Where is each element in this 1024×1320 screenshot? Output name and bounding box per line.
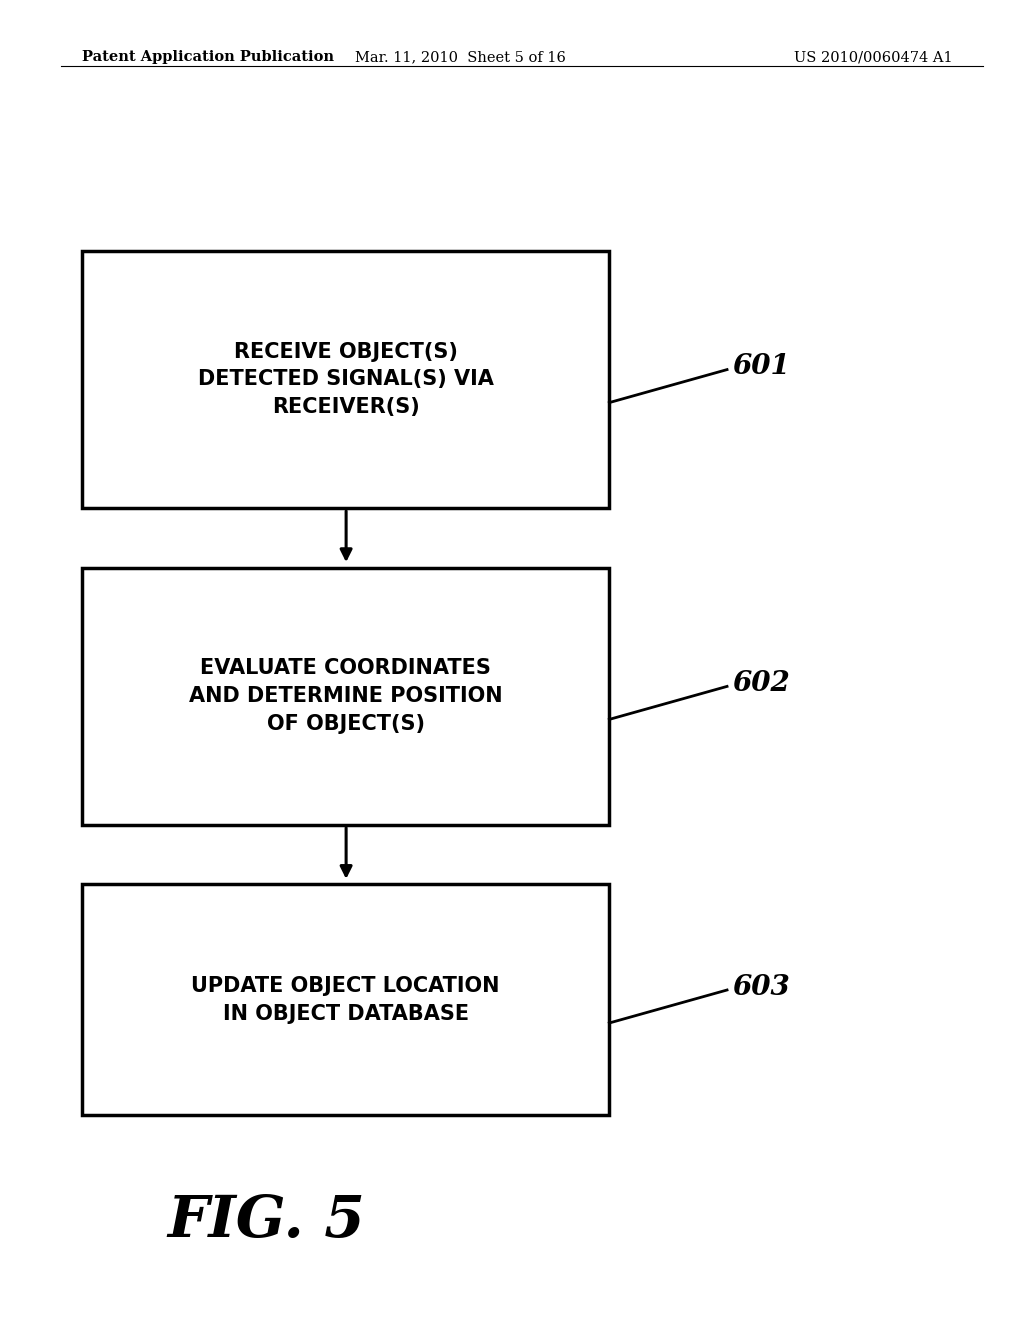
Bar [82,568,609,825]
Text: EVALUATE COORDINATES
AND DETERMINE POSITION
OF OBJECT(S): EVALUATE COORDINATES AND DETERMINE POSIT… [188,659,503,734]
Bar [82,884,609,1115]
Text: 603: 603 [732,974,790,1001]
Text: Mar. 11, 2010  Sheet 5 of 16: Mar. 11, 2010 Sheet 5 of 16 [355,50,566,65]
Text: 601: 601 [732,354,790,380]
Bar [82,251,609,508]
Text: RECEIVE OBJECT(S)
DETECTED SIGNAL(S) VIA
RECEIVER(S): RECEIVE OBJECT(S) DETECTED SIGNAL(S) VIA… [198,342,494,417]
Text: Patent Application Publication: Patent Application Publication [82,50,334,65]
Text: 602: 602 [732,671,790,697]
Text: FIG. 5: FIG. 5 [167,1193,366,1249]
Text: US 2010/0060474 A1: US 2010/0060474 A1 [794,50,952,65]
Text: UPDATE OBJECT LOCATION
IN OBJECT DATABASE: UPDATE OBJECT LOCATION IN OBJECT DATABAS… [191,975,500,1024]
